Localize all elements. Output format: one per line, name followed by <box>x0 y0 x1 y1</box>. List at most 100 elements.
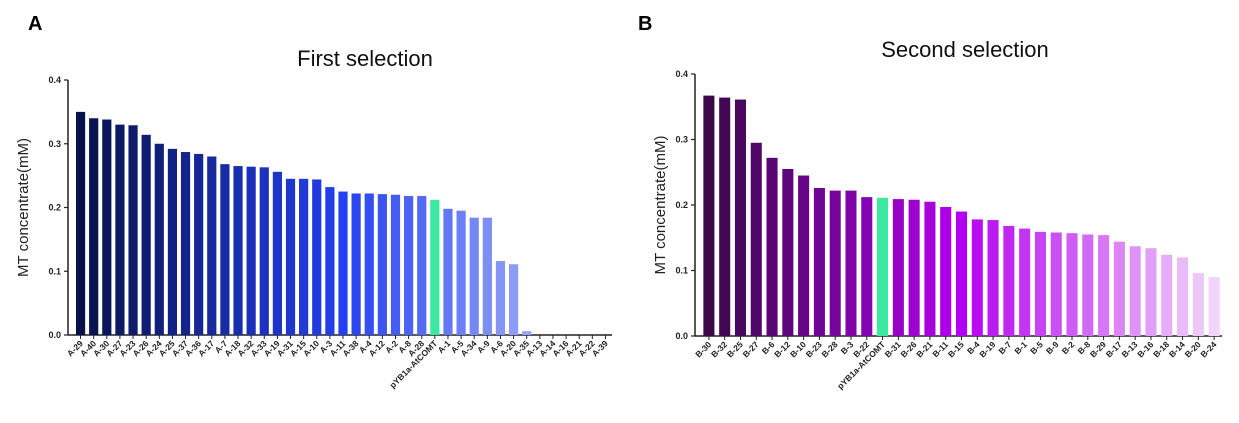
x-tick-label: B-17 <box>1104 339 1124 359</box>
bar <box>299 178 309 335</box>
x-tick-label: B-18 <box>1151 339 1171 359</box>
x-tick-label: B-12 <box>772 339 792 359</box>
bar <box>102 119 112 336</box>
bar <box>207 156 217 335</box>
x-tick-label: B-21 <box>914 339 934 359</box>
x-tick-label: B-5 <box>1028 339 1045 356</box>
panel-letter: B <box>638 13 652 35</box>
bar <box>390 194 401 335</box>
bar <box>845 190 857 336</box>
bar <box>194 153 204 335</box>
bar <box>364 193 374 335</box>
bar <box>325 187 335 335</box>
x-tick-label: B-29 <box>1088 339 1108 359</box>
bar <box>1066 233 1078 336</box>
bar <box>1082 234 1094 336</box>
x-tick-label: B-14 <box>1167 339 1187 359</box>
x-tick-label: A-39 <box>590 338 610 358</box>
bar <box>89 118 99 335</box>
bar <box>1019 228 1031 336</box>
bar <box>456 210 466 335</box>
bar <box>312 179 322 335</box>
bar <box>1050 232 1062 336</box>
y-tick-label: 0.4 <box>675 69 688 79</box>
y-tick-label: 0.1 <box>48 266 61 276</box>
x-tick-label: B-7 <box>997 339 1014 356</box>
x-tick-label: B-28 <box>820 339 840 359</box>
bar <box>1177 257 1189 336</box>
bar <box>703 95 715 337</box>
bar <box>955 211 968 336</box>
bar <box>829 190 841 336</box>
bar <box>719 97 731 336</box>
bar <box>971 219 983 336</box>
x-tick-label: B-31 <box>883 339 903 359</box>
bar <box>404 196 414 335</box>
bar <box>987 220 999 336</box>
bar <box>861 197 873 336</box>
bar <box>285 178 296 335</box>
bar <box>167 148 178 335</box>
bar <box>1098 235 1110 336</box>
bar <box>417 196 427 335</box>
bar <box>750 142 762 336</box>
x-tick-label: B-9 <box>1044 339 1061 356</box>
bar <box>495 261 506 335</box>
bar <box>128 125 138 335</box>
bar <box>892 199 904 336</box>
bar <box>522 331 532 335</box>
bar <box>469 217 479 335</box>
bar <box>1003 225 1015 336</box>
bar <box>233 166 243 335</box>
bar <box>220 164 230 335</box>
chart-title: Second selection <box>881 37 1049 62</box>
bar <box>940 206 952 336</box>
bar <box>813 187 825 336</box>
x-tick-label: B-19 <box>977 339 997 359</box>
bar <box>1161 254 1173 336</box>
x-tick-label: B-25 <box>725 339 745 359</box>
x-tick-label: B-15 <box>946 339 966 359</box>
bar <box>246 166 256 335</box>
bar <box>443 208 453 335</box>
panel-A: A First selection MT concentrate(mM) 0.0 0.1… <box>15 13 612 390</box>
bar <box>798 175 810 336</box>
bar <box>1145 248 1157 336</box>
y-tick-label: 0.3 <box>48 139 61 149</box>
y-tick-label: 0.4 <box>48 75 61 85</box>
bar <box>908 199 920 336</box>
bar <box>1113 241 1125 336</box>
x-tick-label: B-16 <box>1135 339 1155 359</box>
bar <box>351 193 361 335</box>
y-axis-label: MT concentrate(mM) <box>15 138 32 277</box>
y-tick-label: 0.0 <box>675 331 688 341</box>
y-tick-label: 0.1 <box>675 266 688 276</box>
x-tick-label: B-1 <box>1012 339 1029 356</box>
bar <box>782 168 794 336</box>
bar <box>877 197 889 336</box>
y-tick-label: 0.0 <box>48 330 61 340</box>
bar <box>1192 273 1204 336</box>
chart-title: First selection <box>297 46 433 71</box>
bar <box>272 171 282 335</box>
bar <box>180 152 191 335</box>
y-tick-label: 0.3 <box>675 135 688 145</box>
x-tick-label: B-11 <box>930 339 950 359</box>
bar <box>508 264 519 335</box>
y-tick-label: 0.2 <box>675 200 688 210</box>
bar <box>115 124 125 335</box>
bar <box>338 191 348 335</box>
bar <box>154 143 164 335</box>
bar <box>734 99 746 336</box>
bar <box>377 194 387 335</box>
bar <box>1208 277 1220 336</box>
bar <box>259 167 269 335</box>
x-tick-label: B-10 <box>788 339 808 359</box>
y-axis-label: MT concentrate(mM) <box>652 136 669 275</box>
bar <box>766 157 778 336</box>
bar <box>924 201 936 336</box>
y-tick-label: 0.2 <box>48 203 61 213</box>
bar <box>1034 231 1046 336</box>
bar <box>1129 246 1141 336</box>
